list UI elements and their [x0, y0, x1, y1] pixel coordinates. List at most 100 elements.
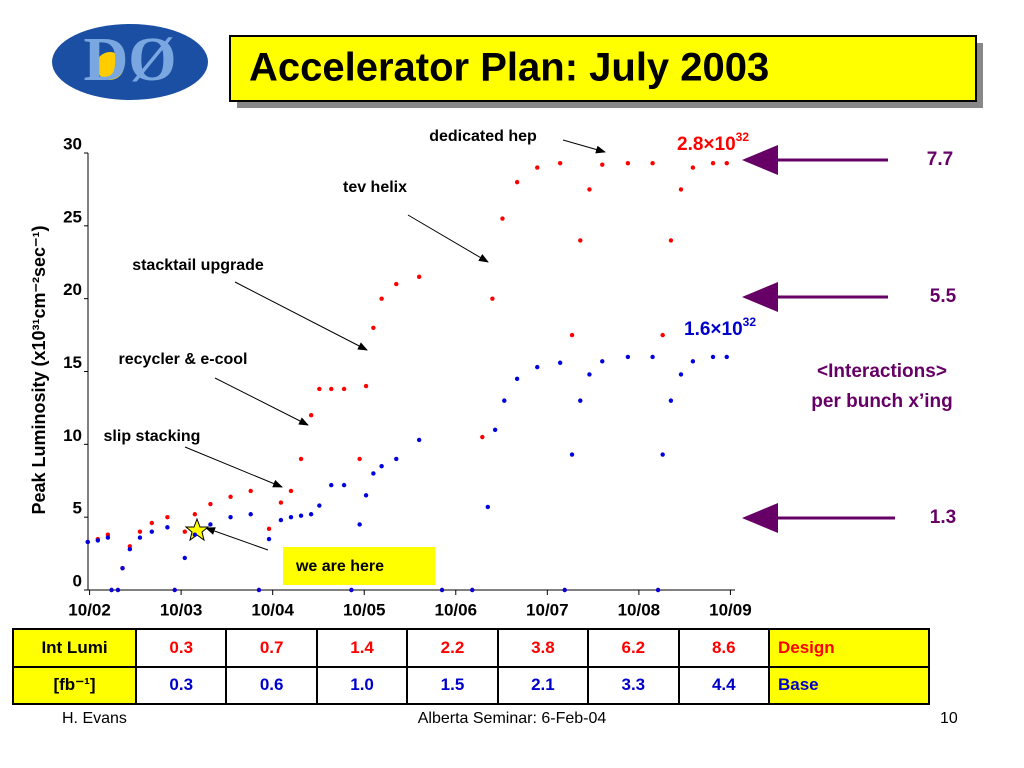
point: [363, 383, 369, 389]
x-tick-label: 10/03: [160, 600, 203, 619]
interaction-value: 1.3: [930, 507, 956, 528]
point: [137, 529, 143, 534]
point: [557, 360, 563, 365]
point: [625, 354, 631, 360]
point: [710, 354, 716, 360]
point: [578, 398, 583, 403]
point: [266, 536, 272, 542]
point: [678, 372, 684, 377]
point: [105, 535, 111, 540]
annotation: we are here: [295, 558, 384, 575]
point: [248, 488, 253, 494]
y-tick-label: 10: [63, 426, 82, 445]
annotation: dedicated hep: [429, 128, 537, 145]
point: [308, 512, 314, 517]
interactions-title: <Interactions>: [817, 361, 947, 382]
point: [535, 364, 540, 370]
point: [172, 587, 177, 593]
point: [650, 354, 655, 360]
point: [668, 398, 674, 403]
annotation: slip stacking: [104, 428, 201, 445]
point: [349, 587, 354, 593]
table-cell: 1.0: [315, 665, 409, 705]
point: [317, 386, 322, 392]
y-tick-label: 25: [63, 207, 82, 226]
arrow: [234, 281, 368, 351]
x-tick-label: 10/02: [68, 600, 111, 619]
point: [416, 274, 422, 280]
table-cell: Int Lumi: [12, 628, 137, 668]
table-cell: 6.2: [587, 628, 680, 668]
point: [182, 555, 187, 561]
logo: DØ: [52, 24, 208, 100]
point: [149, 520, 155, 526]
footer-center: Alberta Seminar: 6-Feb-04: [417, 710, 607, 727]
annotation: stacktail upgrade: [132, 257, 264, 274]
arrow: [407, 214, 489, 263]
point: [557, 160, 563, 166]
table-cell: 1.5: [406, 665, 499, 705]
logo-text: DØ: [84, 26, 177, 94]
point: [329, 482, 334, 488]
point: [208, 501, 213, 507]
title-box: [229, 35, 977, 102]
point: [298, 513, 304, 518]
point: [660, 332, 665, 338]
point: [600, 359, 605, 364]
x-tick-label: 10/09: [709, 600, 752, 619]
point: [690, 165, 696, 170]
point: [127, 547, 133, 552]
arrow: [205, 527, 269, 551]
point: [514, 376, 520, 381]
point: [416, 437, 422, 443]
point: [690, 359, 696, 364]
point: [514, 179, 520, 185]
point: [480, 434, 485, 440]
interaction-value: 7.7: [927, 149, 953, 170]
point: [228, 494, 233, 499]
star: [184, 517, 210, 542]
point: [341, 386, 347, 392]
table-cell: 1.4: [315, 628, 409, 668]
point: [660, 452, 665, 457]
point: [439, 587, 445, 593]
peak-base: 2.8×10: [677, 134, 736, 155]
table-cell: 8.6: [677, 628, 771, 668]
footer-left: H. Evans: [62, 710, 127, 727]
point: [266, 526, 272, 532]
peak-label: 2.8×1032: [677, 130, 749, 155]
y-tick-label: 20: [63, 280, 82, 299]
point: [165, 525, 170, 530]
point: [600, 162, 605, 167]
callout-box: [283, 547, 435, 585]
table-row: Int Lumi 0.3 0.7 1.4 2.2 3.8 6.2 8.6 Design: [12, 628, 930, 668]
point: [492, 427, 498, 432]
point: [668, 238, 674, 243]
table-cell: [fb⁻¹]: [12, 665, 137, 705]
point: [587, 372, 592, 377]
point: [379, 296, 384, 301]
point: [109, 587, 114, 593]
x-tick-label: 10/04: [251, 600, 294, 619]
point: [625, 160, 631, 166]
point: [371, 325, 376, 330]
arrow: [562, 139, 606, 154]
point: [569, 452, 575, 457]
point: [500, 216, 505, 221]
point: [363, 493, 369, 498]
table-cell: 2.2: [406, 628, 499, 668]
point: [329, 386, 334, 392]
point: [288, 488, 294, 494]
point: [650, 160, 655, 166]
table-cell: 0.3: [134, 665, 228, 705]
point: [490, 296, 495, 301]
point: [85, 539, 90, 545]
footer-right: 10: [940, 710, 958, 727]
table-cell: 0.6: [225, 665, 318, 705]
point: [562, 587, 567, 593]
x-tick-label: 10/06: [435, 600, 478, 619]
point: [317, 503, 322, 508]
point: [470, 587, 475, 593]
point: [298, 456, 304, 462]
